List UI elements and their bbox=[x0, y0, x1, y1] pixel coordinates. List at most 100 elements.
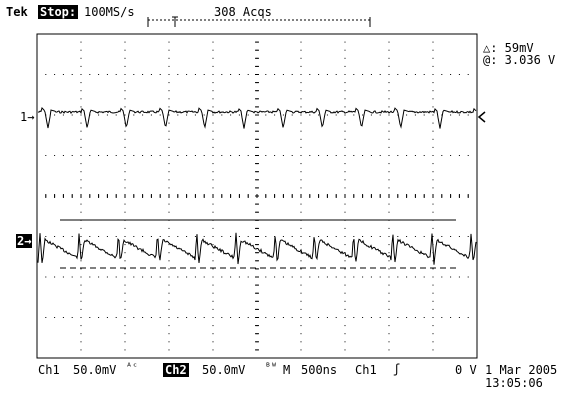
grid-dot bbox=[379, 155, 381, 156]
grid-dot bbox=[291, 155, 293, 156]
grid-dot bbox=[300, 292, 302, 294]
grid-dot bbox=[168, 211, 170, 213]
grid-dot bbox=[388, 268, 390, 270]
grid-dot bbox=[432, 163, 434, 165]
grid-dot bbox=[54, 276, 56, 278]
grid-dot bbox=[265, 317, 267, 318]
grid-dot bbox=[406, 114, 408, 116]
grid-dot bbox=[344, 276, 346, 278]
grid-dot bbox=[80, 155, 82, 156]
trigger-slope-icon: ʃ bbox=[393, 362, 401, 376]
grid-dot bbox=[458, 276, 460, 278]
grid-dot bbox=[432, 146, 434, 148]
grid-dot bbox=[388, 349, 390, 351]
grid-dot bbox=[124, 41, 126, 43]
grid-dot bbox=[388, 357, 390, 359]
grid-dot bbox=[388, 65, 390, 67]
grid-dot bbox=[36, 74, 38, 75]
grid-dot bbox=[80, 138, 82, 140]
grid-dot bbox=[344, 146, 346, 148]
grid-dot bbox=[212, 227, 214, 229]
grid-dot bbox=[300, 211, 302, 213]
grid-dot bbox=[98, 276, 100, 278]
grid-dot bbox=[124, 268, 126, 270]
grid-dot bbox=[397, 236, 399, 237]
grid-dot bbox=[80, 284, 82, 286]
grid-dot bbox=[300, 82, 302, 84]
grid-dot bbox=[344, 90, 346, 92]
cursor-delta-readout: △: 59mV bbox=[483, 41, 534, 55]
grid-dot bbox=[247, 276, 249, 278]
grid-dot bbox=[212, 130, 214, 132]
grid-dot bbox=[194, 74, 196, 75]
grid-dot bbox=[168, 300, 170, 302]
grid-dot bbox=[300, 227, 302, 229]
grid-dot bbox=[247, 155, 249, 156]
grid-dot bbox=[212, 41, 214, 43]
grid-dot bbox=[282, 155, 284, 156]
grid-dot bbox=[80, 114, 82, 116]
bandwidth-limit: ᴮᵂ bbox=[265, 362, 278, 373]
grid-dot bbox=[441, 74, 443, 75]
grid-dot bbox=[80, 268, 82, 270]
grid-dot bbox=[168, 49, 170, 51]
grid-dot bbox=[80, 171, 82, 173]
grid-dot bbox=[212, 325, 214, 327]
grid-dot bbox=[344, 179, 346, 181]
grid-dot bbox=[467, 114, 469, 116]
grid-dot bbox=[177, 114, 179, 116]
grid-dot bbox=[168, 227, 170, 229]
grid-dot bbox=[370, 276, 372, 278]
grid-dot bbox=[432, 122, 434, 124]
grid-dot bbox=[370, 74, 372, 75]
grid-dot bbox=[388, 244, 390, 246]
grid-dot bbox=[186, 74, 188, 75]
grid-dot bbox=[274, 276, 276, 278]
grid-dot bbox=[300, 203, 302, 205]
grid-dot bbox=[71, 74, 73, 75]
grid-dot bbox=[388, 187, 390, 189]
grid-dot bbox=[124, 357, 126, 359]
grid-dot bbox=[62, 155, 64, 156]
grid-dot bbox=[300, 300, 302, 302]
grid-dot bbox=[406, 155, 408, 156]
grid-dot bbox=[300, 357, 302, 359]
grid-dot bbox=[89, 155, 91, 156]
grid-dot bbox=[124, 187, 126, 189]
grid-dot bbox=[168, 341, 170, 343]
grid-dot bbox=[212, 155, 214, 156]
grid-dot bbox=[344, 260, 346, 262]
grid-dot bbox=[300, 244, 302, 246]
grid-dot bbox=[247, 236, 249, 237]
grid-dot bbox=[62, 74, 64, 75]
grid-dot bbox=[388, 284, 390, 286]
grid-dot bbox=[309, 74, 311, 75]
grid-dot bbox=[388, 333, 390, 335]
grid-dot bbox=[458, 236, 460, 237]
grid-dot bbox=[238, 155, 240, 156]
grid-dot bbox=[71, 317, 73, 318]
grid-dot bbox=[80, 33, 82, 35]
grid-dot bbox=[388, 179, 390, 181]
grid-dot bbox=[106, 74, 108, 75]
grid-dot bbox=[212, 33, 214, 35]
grid-dot bbox=[432, 236, 434, 237]
grid-dot bbox=[291, 317, 293, 318]
graticule bbox=[36, 16, 486, 359]
grid-dot bbox=[71, 114, 73, 116]
grid-dot bbox=[388, 300, 390, 302]
grid-dot bbox=[106, 317, 108, 318]
grid-dot bbox=[142, 155, 144, 156]
grid-dot bbox=[80, 333, 82, 335]
grid-dot bbox=[467, 317, 469, 318]
grid-dot bbox=[212, 65, 214, 67]
grid-dot bbox=[124, 284, 126, 286]
grid-dot bbox=[106, 114, 108, 116]
grid-dot bbox=[432, 179, 434, 181]
grid-dot bbox=[124, 317, 126, 318]
grid-dot bbox=[300, 308, 302, 310]
grid-dot bbox=[80, 325, 82, 327]
grid-dot bbox=[344, 300, 346, 302]
grid-dot bbox=[124, 74, 126, 75]
grid-dot bbox=[168, 65, 170, 67]
